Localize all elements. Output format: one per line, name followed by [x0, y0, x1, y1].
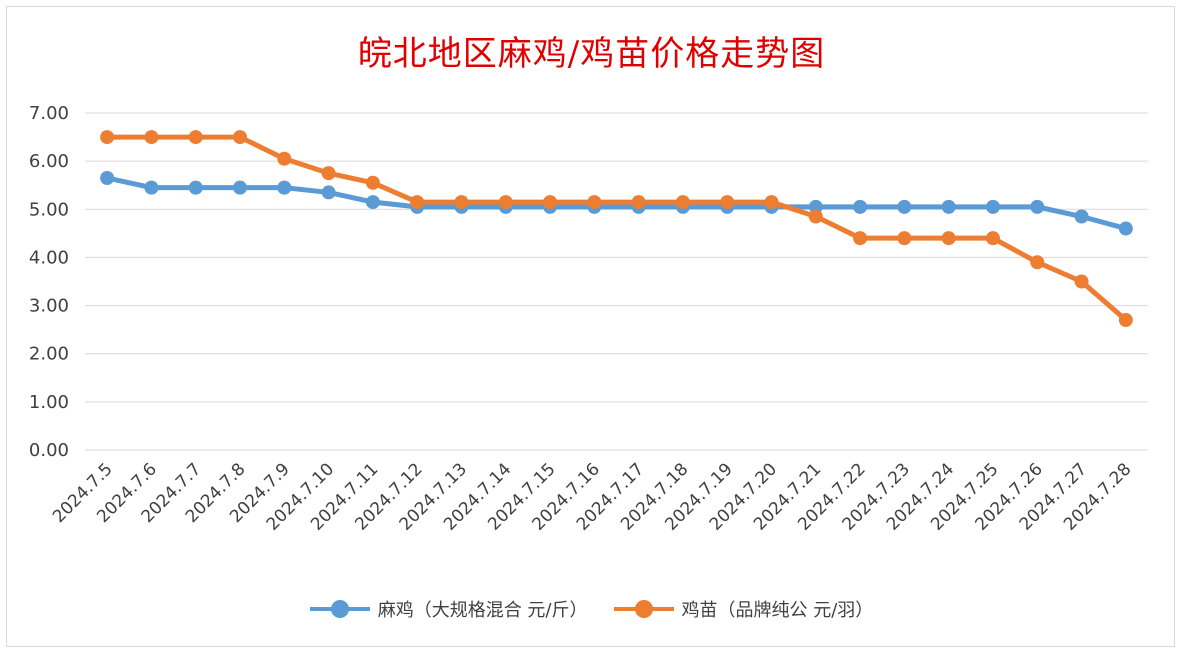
data-point-series-2: [410, 195, 425, 210]
y-tick-label: 1.00: [29, 392, 69, 413]
legend-label-series-1: 麻鸡（大规格混合 元/斤）: [377, 600, 588, 621]
data-point-series-1: [808, 199, 823, 214]
data-point-series-2: [1118, 313, 1133, 328]
y-tick-label: 5.00: [29, 199, 69, 220]
legend-swatch-series-2: [613, 599, 674, 619]
y-tick-label: 4.00: [29, 247, 69, 268]
data-point-series-1: [1074, 209, 1089, 224]
legend-swatch-series-1: [309, 599, 370, 619]
data-point-series-2: [1074, 274, 1089, 289]
data-point-series-2: [853, 231, 868, 246]
data-point-series-2: [454, 195, 469, 210]
data-point-series-1: [365, 195, 380, 210]
legend: 麻鸡（大规格混合 元/斤） 鸡苗（品牌纯公 元/羽）: [0, 596, 1183, 622]
data-point-series-1: [321, 185, 336, 200]
legend-label-series-2: 鸡苗（品牌纯公 元/羽）: [681, 600, 874, 621]
y-tick-label: 7.00: [29, 103, 69, 124]
data-point-series-1: [188, 180, 203, 195]
data-point-series-2: [897, 231, 912, 246]
data-point-series-2: [1030, 255, 1045, 270]
data-point-series-1: [144, 180, 159, 195]
y-tick-label: 2.00: [29, 344, 69, 365]
chart-title: 皖北地区麻鸡/鸡苗价格走势图: [357, 34, 826, 74]
data-point-series-2: [321, 166, 336, 181]
data-point-series-2: [277, 151, 292, 166]
data-point-series-2: [720, 195, 735, 210]
legend-item-series-2: 鸡苗（品牌纯公 元/羽）: [613, 596, 874, 622]
data-point-series-1: [277, 180, 292, 195]
data-point-series-2: [100, 130, 115, 145]
data-point-series-2: [587, 195, 602, 210]
y-tick-label: 6.00: [29, 151, 69, 172]
data-point-series-1: [985, 199, 1000, 214]
series-line-1: [104, 175, 1129, 232]
data-point-series-2: [631, 195, 646, 210]
series-line-2: [104, 134, 1129, 323]
data-point-series-2: [498, 195, 513, 210]
data-point-series-1: [1118, 221, 1133, 236]
data-point-series-2: [144, 130, 159, 145]
y-tick-label: 3.00: [29, 296, 69, 317]
data-point-series-1: [100, 170, 115, 185]
data-point-series-2: [365, 175, 380, 190]
y-tick-label: 0.00: [29, 440, 69, 461]
data-point-series-2: [675, 195, 690, 210]
data-point-series-1: [941, 199, 956, 214]
data-point-series-2: [985, 231, 1000, 246]
data-point-series-1: [233, 180, 248, 195]
data-point-series-1: [897, 199, 912, 214]
legend-item-series-1: 麻鸡（大规格混合 元/斤）: [309, 596, 588, 622]
data-point-series-2: [233, 130, 248, 145]
data-point-series-2: [764, 195, 779, 210]
data-point-series-2: [188, 130, 203, 145]
data-point-series-1: [853, 199, 868, 214]
data-point-series-1: [1030, 199, 1045, 214]
data-point-series-2: [941, 231, 956, 246]
data-point-series-2: [543, 195, 558, 210]
data-point-series-2: [808, 209, 823, 224]
